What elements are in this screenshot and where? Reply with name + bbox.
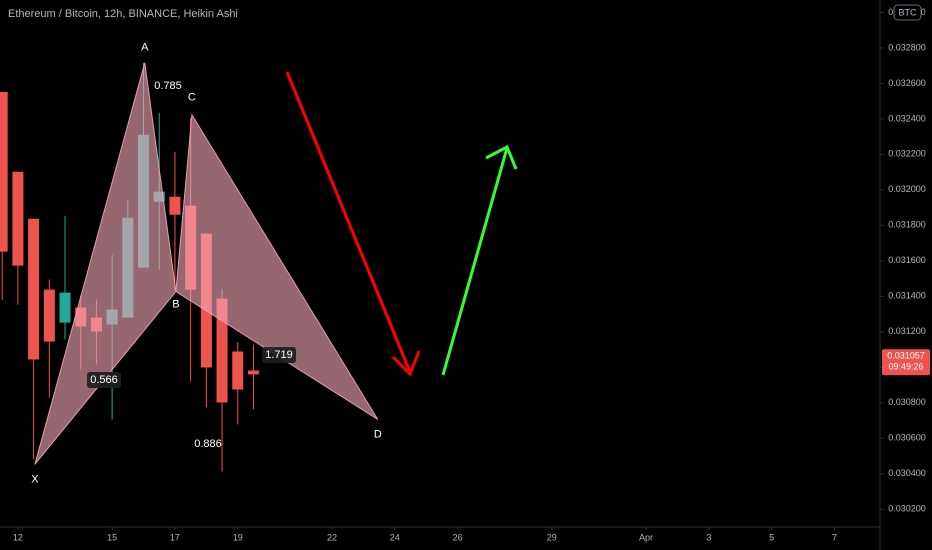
y-tick-label: 0.032000 (888, 184, 926, 194)
down-arrow (285, 71, 412, 373)
candle-body (12, 171, 24, 266)
x-tick-label: 12 (13, 532, 23, 542)
x-tick-label: 26 (453, 532, 463, 542)
last-price-label: 0.031057 (887, 351, 925, 361)
candle-body (0, 91, 8, 252)
candle-body (247, 370, 259, 375)
y-tick-label: 0.031400 (888, 291, 926, 301)
ratio-label: 0.886 (194, 438, 222, 450)
y-tick-label: 0.030400 (888, 468, 926, 478)
x-tick-label: 19 (233, 532, 243, 542)
last-price-tag (882, 349, 930, 376)
ratio-box (87, 372, 121, 388)
ratio-label: 1.719 (265, 349, 293, 361)
y-tick-label: 0.031600 (888, 255, 926, 265)
pattern-point-label: A (141, 42, 149, 54)
y-tick-label: 0.031200 (888, 326, 926, 336)
y-tick-label: 0.032800 (888, 42, 926, 52)
chart-title: Ethereum / Bitcoin, 12h, BINANCE, Heikin… (8, 8, 238, 20)
candle-body (43, 289, 55, 342)
x-tick-label: 29 (547, 532, 557, 542)
x-tick-label: 17 (170, 532, 180, 542)
x-tick-label: 22 (327, 532, 337, 542)
candle-body (169, 196, 181, 215)
candle-body (59, 292, 71, 323)
drawings (285, 71, 518, 377)
candle-body (28, 218, 40, 360)
x-tick-label: 24 (390, 532, 400, 542)
pattern-point-label: B (172, 298, 179, 310)
y-tick-label: 0.031800 (888, 220, 926, 230)
y-tick-label: 0.032600 (888, 78, 926, 88)
up-arrow-head (485, 144, 518, 170)
x-tick-label: 5 (769, 532, 774, 542)
y-tick-label: 0.032200 (888, 149, 926, 159)
x-tick-label: Apr (639, 532, 653, 542)
ratio-label: 0.785 (154, 80, 182, 92)
x-tick-label: 7 (832, 532, 837, 542)
ratio-box (262, 347, 296, 363)
y-tick-label: 0.030600 (888, 433, 926, 443)
plot-area (0, 62, 379, 472)
y-tick-label: 0.030800 (888, 397, 926, 407)
pattern-point-label: X (31, 473, 39, 485)
currency-label: BTC (899, 7, 918, 17)
ratio-label: 0.566 (90, 374, 118, 386)
countdown: 09:49:26 (888, 362, 923, 372)
y-tick-label: 0.032400 (888, 113, 926, 123)
currency-badge (893, 4, 922, 21)
y-tick-label: 0.030200 (888, 504, 926, 514)
candle-body (232, 351, 244, 390)
up-arrow (441, 147, 509, 376)
x-tick-label: 3 (706, 532, 711, 542)
candle-body (216, 298, 228, 403)
pattern-point-label: D (374, 428, 382, 440)
down-arrow-head (391, 350, 421, 377)
x-tick-label: 15 (107, 532, 117, 542)
pattern-point-label: C (188, 92, 196, 104)
